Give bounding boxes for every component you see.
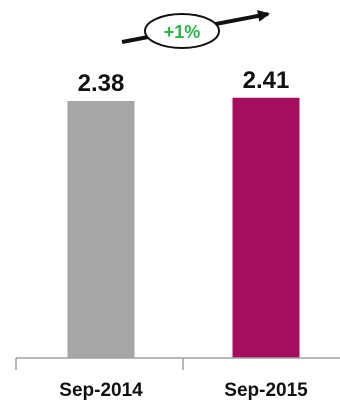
bars [67,97,300,359]
value-labels: 2.38 2.41 [78,67,290,97]
change-percentage-label: +1% [164,22,201,42]
category-label: Sep-2014 [59,380,143,401]
value-label: 2.41 [243,67,290,94]
value-label: 2.38 [78,70,125,97]
x-axis-tick-labels: Sep-2014 Sep-2015 [59,380,308,401]
bar-sep-2014 [67,101,135,358]
x-axis [15,357,340,370]
change-badge [144,13,220,49]
category-label: Sep-2015 [224,380,308,401]
change-indicator: +1% [121,9,270,49]
bar-sep-2015 [232,97,300,359]
